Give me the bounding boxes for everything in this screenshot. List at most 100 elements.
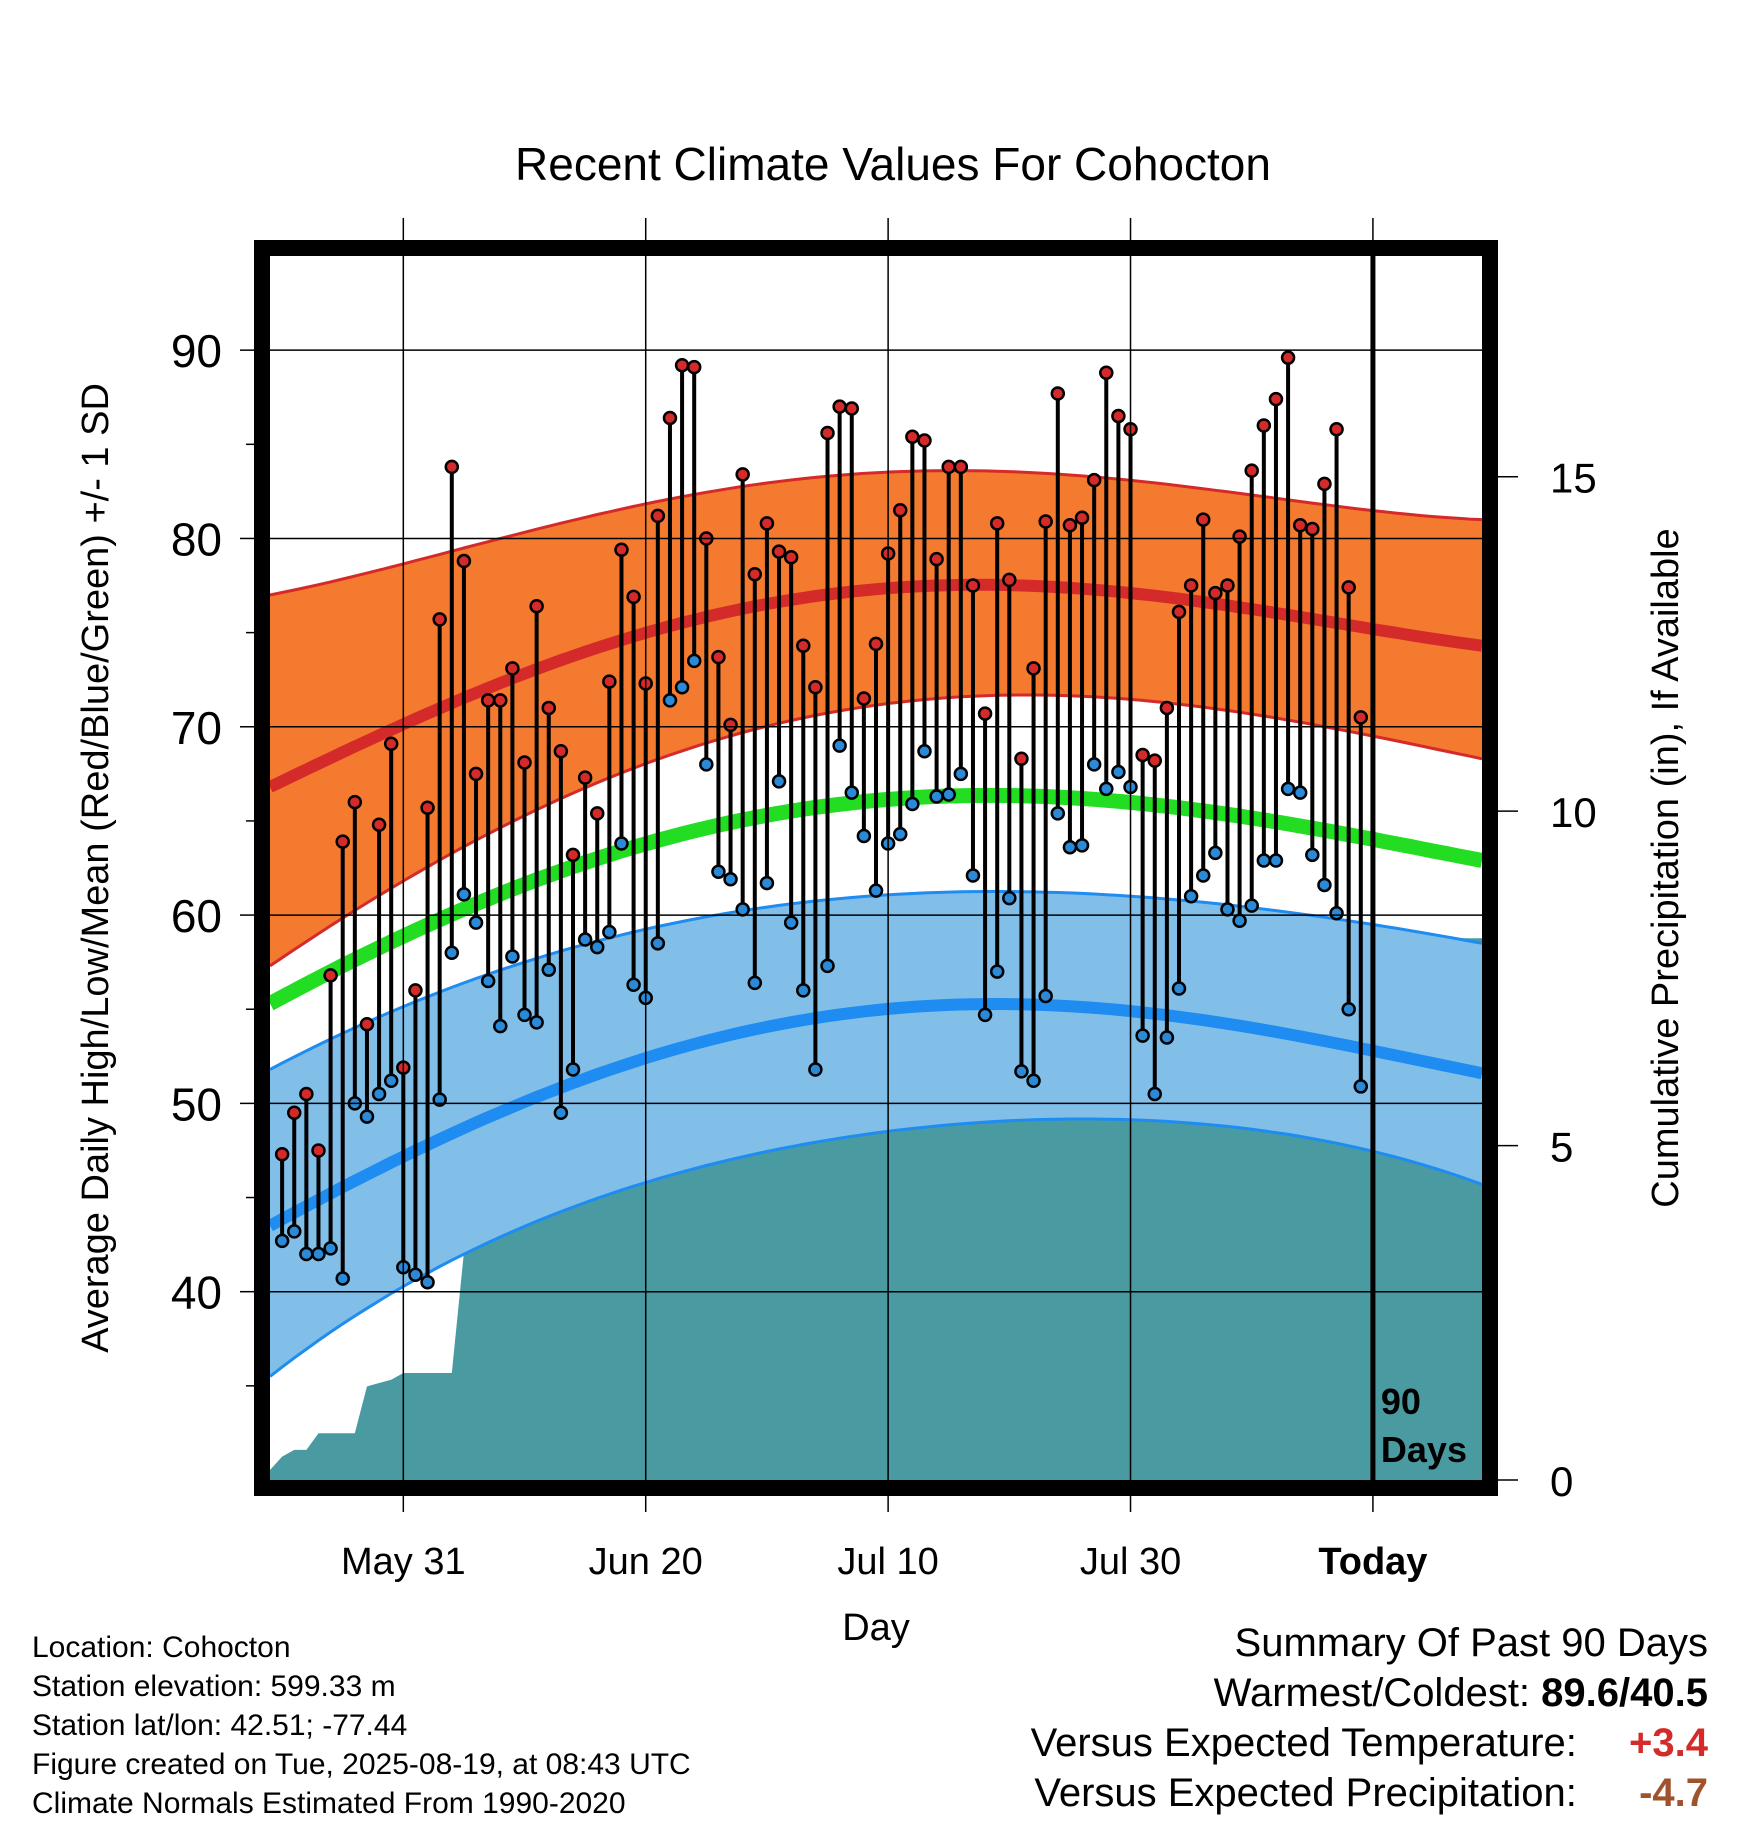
daily-low-point	[1353, 1079, 1369, 1094]
summary-warm-row: Warmest/Coldest: 89.6/40.5	[1031, 1668, 1708, 1718]
daily-low-point	[1014, 1064, 1029, 1079]
summary-panel: Summary Of Past 90 Days Warmest/Coldest:…	[1031, 1618, 1708, 1818]
daily-low-point	[844, 785, 860, 800]
daily-high-point	[1111, 408, 1126, 424]
daily-high-point	[323, 968, 338, 983]
daily-low-point	[614, 836, 629, 851]
daily-high-point	[1026, 661, 1041, 676]
daily-high-point	[577, 770, 593, 785]
daily-high-point	[1086, 472, 1102, 488]
daily-high-point	[941, 459, 956, 475]
daily-low-point	[759, 875, 775, 891]
daily-low-point	[686, 653, 702, 669]
daily-high-point	[832, 399, 847, 414]
daily-low-point	[444, 945, 460, 960]
daily-low-point	[905, 796, 920, 812]
daily-high-point	[456, 553, 472, 569]
y-tick-label: 60	[171, 890, 222, 942]
daily-low-point	[832, 738, 847, 753]
daily-low-point	[650, 936, 666, 951]
daily-low-point	[783, 915, 799, 930]
daily-high-point	[1256, 418, 1272, 433]
warm-label: Warmest/Coldest:	[1213, 1671, 1531, 1715]
daily-high-point	[892, 502, 908, 518]
y2-tick-label: 10	[1550, 789, 1597, 836]
daily-low-point	[820, 958, 835, 974]
daily-high-point	[1171, 604, 1187, 620]
daily-low-point	[408, 1267, 423, 1282]
daily-high-point	[408, 983, 423, 998]
daily-low-point	[1232, 913, 1247, 928]
daily-low-point	[456, 887, 472, 902]
precip-label: Versus Expected Precipitation:	[1034, 1771, 1577, 1815]
daily-low-point	[432, 1092, 447, 1107]
daily-high-point	[735, 467, 750, 482]
precip-value: -4.7	[1639, 1771, 1708, 1815]
daily-high-point	[747, 566, 763, 582]
x-tick-label: Jun 20	[589, 1541, 703, 1583]
daily-low-point	[468, 915, 484, 930]
daily-high-point	[529, 599, 544, 614]
daily-high-point	[1062, 518, 1078, 533]
latlon-text: Station lat/lon: 42.51; -77.44	[32, 1709, 408, 1742]
temp-value: +3.4	[1629, 1721, 1708, 1765]
daily-low-point	[965, 868, 981, 883]
daily-high-point	[1050, 386, 1066, 401]
daily-low-point	[323, 1241, 338, 1256]
daily-high-point	[359, 1017, 375, 1032]
daily-low-point	[517, 1007, 532, 1023]
daily-low-point	[929, 789, 944, 804]
daily-low-point	[977, 1007, 993, 1023]
daily-low-point	[480, 973, 496, 989]
daily-high-point	[1341, 580, 1356, 595]
daily-high-point	[432, 612, 447, 627]
daily-low-point	[1147, 1086, 1163, 1102]
today-days-label: Days	[1381, 1429, 1467, 1470]
daily-low-point	[1292, 785, 1308, 800]
daily-low-point	[1062, 840, 1078, 855]
daily-low-point	[1159, 1030, 1175, 1045]
daily-high-point	[965, 578, 981, 593]
daily-low-point	[747, 975, 763, 991]
daily-high-point	[856, 691, 872, 706]
daily-high-point	[1002, 572, 1017, 588]
daily-high-point	[1135, 747, 1150, 763]
daily-low-point	[359, 1109, 375, 1124]
daily-high-point	[808, 679, 823, 695]
y2-tick-label: 15	[1550, 455, 1597, 502]
daily-low-point	[274, 1233, 290, 1249]
daily-high-point	[650, 508, 666, 524]
warm-value: 89.6/40.5	[1541, 1671, 1708, 1715]
daily-low-point	[529, 1015, 544, 1030]
daily-high-point	[1329, 421, 1344, 437]
daily-low-point	[1135, 1028, 1150, 1043]
daily-low-point	[383, 1073, 399, 1089]
daily-low-point	[711, 864, 726, 880]
plot-frame	[254, 240, 1498, 1496]
daily-low-point	[311, 1246, 326, 1262]
daily-low-point	[1099, 781, 1114, 797]
daily-low-point	[868, 883, 884, 898]
daily-low-point	[1220, 902, 1235, 917]
daily-low-point	[1086, 757, 1102, 772]
daily-high-point	[711, 649, 726, 665]
daily-low-point	[1195, 868, 1211, 883]
daily-high-point	[1280, 350, 1296, 365]
daily-high-point	[383, 736, 399, 751]
daily-low-point	[565, 1062, 581, 1077]
daily-low-point	[735, 902, 750, 917]
y-tick-label: 90	[171, 325, 222, 377]
plot-area	[266, 350, 1484, 1480]
daily-high-point	[565, 847, 581, 863]
daily-high-point	[420, 800, 435, 815]
daily-low-point	[1268, 853, 1284, 868]
daily-high-point	[589, 806, 605, 821]
axes: 40 50 60 70 80 90 0 5 10 15 May 31 Jun 20 Jul 10 Jul …	[171, 218, 1597, 1583]
daily-low-point	[371, 1086, 387, 1102]
y-tick-label: 70	[171, 702, 222, 754]
daily-low-point	[953, 766, 969, 782]
summary-temp-row: Versus Expected Temperature: +3.4	[1031, 1718, 1708, 1768]
daily-high-point	[335, 834, 350, 849]
daily-high-point	[771, 544, 787, 559]
daily-high-point	[1353, 710, 1369, 725]
